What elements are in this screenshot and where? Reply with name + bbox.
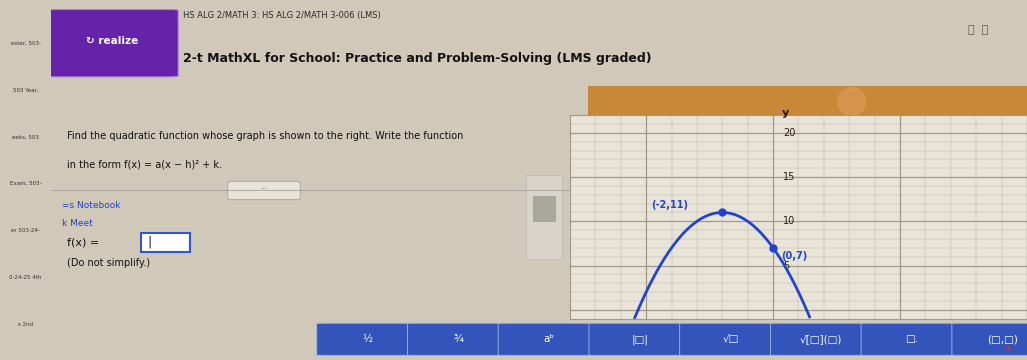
Text: |□|: |□| — [632, 334, 648, 345]
Text: ↻ realize: ↻ realize — [85, 36, 138, 46]
Text: HS ALG 2/MATH 3: HS ALG 2/MATH 3-006 (LMS): HS ALG 2/MATH 3: HS ALG 2/MATH 3-006 (LM… — [183, 11, 381, 20]
Text: 10: 10 — [784, 216, 796, 226]
Text: (-2,11): (-2,11) — [651, 200, 688, 210]
Text: 0-24-25 4th: 0-24-25 4th — [9, 275, 42, 280]
FancyBboxPatch shape — [533, 196, 556, 221]
FancyBboxPatch shape — [526, 175, 562, 258]
FancyBboxPatch shape — [680, 323, 782, 355]
Text: s 2nd: s 2nd — [18, 321, 33, 327]
Text: (□,□): (□,□) — [987, 334, 1018, 344]
Text: (0,7): (0,7) — [781, 251, 807, 261]
Text: 15: 15 — [784, 172, 796, 182]
Text: 503 Year,: 503 Year, — [13, 87, 38, 93]
Text: aᵇ: aᵇ — [543, 334, 555, 344]
Text: √[□](□): √[□](□) — [800, 334, 842, 344]
FancyBboxPatch shape — [862, 323, 962, 355]
Text: f(x) =: f(x) = — [67, 237, 100, 247]
Text: 5: 5 — [784, 261, 790, 270]
Text: □.: □. — [906, 334, 918, 344]
Text: √□: √□ — [722, 334, 738, 344]
FancyBboxPatch shape — [588, 86, 1027, 115]
Text: (Do not simplify.): (Do not simplify.) — [67, 258, 150, 268]
FancyBboxPatch shape — [316, 323, 418, 355]
Text: ester, 503-: ester, 503- — [10, 41, 41, 46]
Text: 2-t MathXL for School: Practice and Problem-Solving (LMS graded): 2-t MathXL for School: Practice and Prob… — [183, 52, 652, 65]
FancyBboxPatch shape — [588, 323, 690, 355]
FancyBboxPatch shape — [46, 9, 179, 77]
FancyBboxPatch shape — [498, 323, 600, 355]
Text: y: y — [782, 108, 789, 118]
Text: ¾: ¾ — [453, 334, 463, 344]
Text: in the form f(x) = a(x − h)² + k.: in the form f(x) = a(x − h)² + k. — [67, 160, 222, 170]
Text: Exam, 503-: Exam, 503- — [10, 181, 41, 186]
FancyBboxPatch shape — [952, 323, 1027, 355]
FancyBboxPatch shape — [408, 323, 509, 355]
FancyBboxPatch shape — [141, 233, 190, 252]
Text: er 503-24-: er 503-24- — [11, 228, 40, 233]
FancyBboxPatch shape — [770, 323, 872, 355]
FancyBboxPatch shape — [228, 181, 300, 199]
Text: ✕: ✕ — [1004, 344, 1013, 354]
Text: 20: 20 — [784, 128, 796, 138]
Text: =s Notebook: =s Notebook — [62, 201, 120, 210]
Text: 🔔  🖥: 🔔 🖥 — [967, 25, 988, 35]
Text: ···: ··· — [260, 185, 268, 194]
Text: Find the quadratic function whose graph is shown to the right. Write the functio: Find the quadratic function whose graph … — [67, 131, 463, 141]
Text: |: | — [147, 236, 152, 249]
Text: ½: ½ — [363, 334, 373, 344]
Text: k Meet: k Meet — [62, 219, 92, 228]
Text: eeks, 503: eeks, 503 — [12, 134, 39, 139]
